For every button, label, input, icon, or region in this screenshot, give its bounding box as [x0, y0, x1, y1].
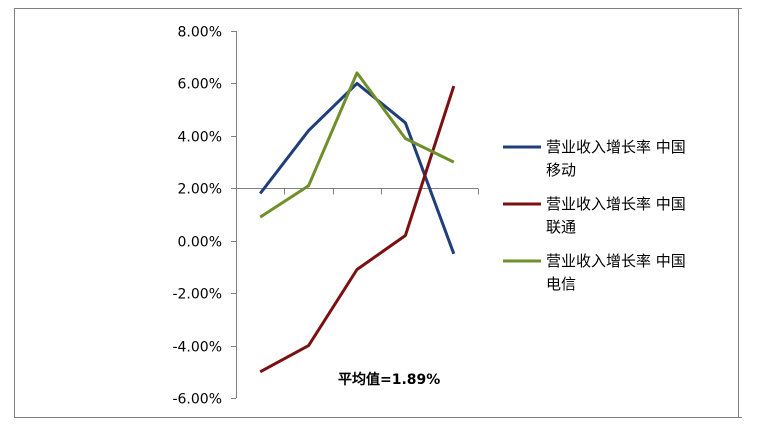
y-tick-label: 2.00% — [178, 182, 222, 198]
legend-label-1: 营业收入增长率 中国 — [546, 138, 686, 156]
y-tick-label: -6.00% — [172, 392, 222, 408]
legend-label-3: 电信 — [546, 275, 576, 293]
series-layer — [259, 71, 456, 374]
legend-label-2: 联通 — [546, 218, 576, 236]
series-line-2 — [259, 85, 456, 374]
y-tick-label: -2.00% — [172, 287, 222, 303]
y-tick-label: 0.00% — [178, 235, 222, 251]
legend-label-2: 营业收入增长率 中国 — [546, 195, 686, 213]
y-tick-label: -4.00% — [172, 340, 222, 356]
legend-label-1: 移动 — [546, 161, 576, 179]
y-axis-ticks: 8.00% 6.00% 4.00% 2.00% 0.00% -2.00% -4.00% -6.… — [172, 25, 236, 408]
series-line-1 — [259, 81, 456, 255]
average-annotation: 平均值=1.89% — [338, 371, 440, 388]
legend-label-3: 营业收入增长率 中国 — [546, 252, 686, 270]
x-axis-ticks — [236, 188, 479, 195]
y-tick-label: 4.00% — [178, 130, 222, 146]
series-line-3 — [259, 71, 455, 219]
y-tick-label: 8.00% — [178, 25, 222, 41]
y-tick-label: 6.00% — [178, 77, 222, 93]
